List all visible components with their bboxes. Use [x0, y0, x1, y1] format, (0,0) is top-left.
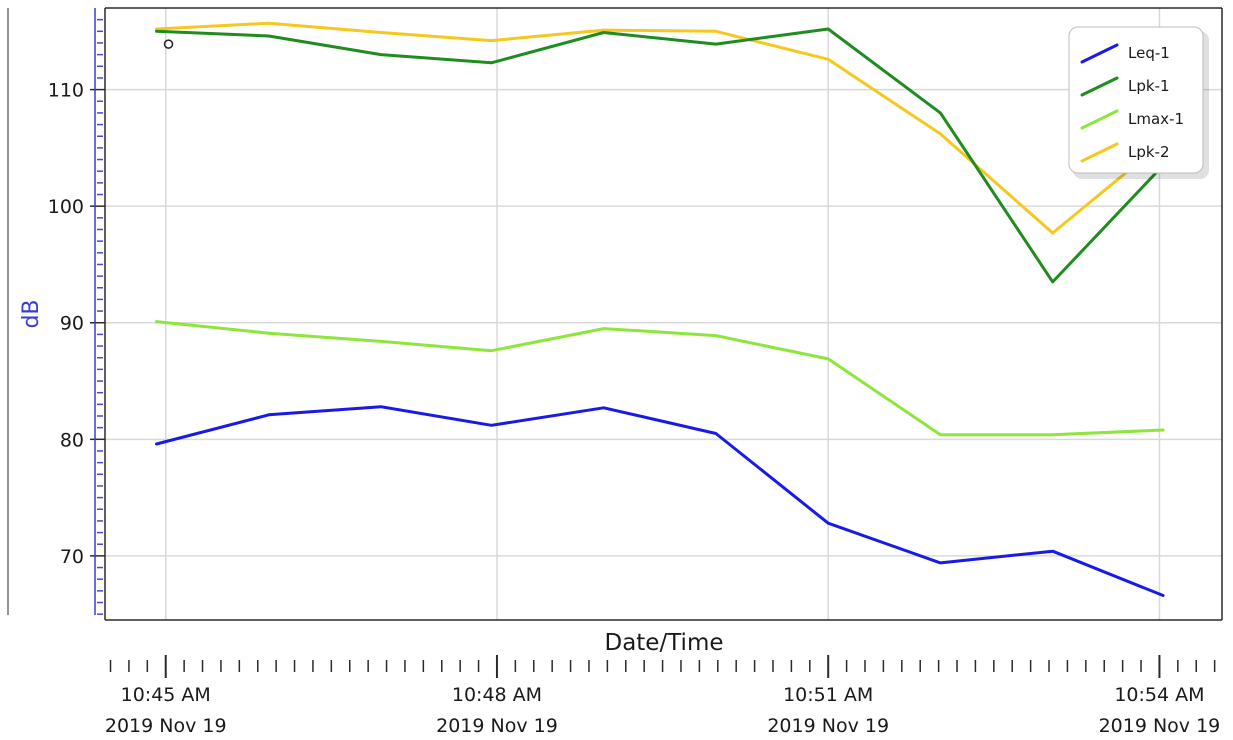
y-tick-label: 100: [48, 196, 84, 218]
legend-swatch-leq-1: [1080, 43, 1119, 64]
series-line-lpk-2: [155, 21, 1165, 235]
legend-label: Lpk-1: [1128, 77, 1170, 95]
x-tick-label-date: 2019 Nov 19: [767, 715, 889, 737]
legend-swatch-lpk-1: [1080, 76, 1119, 97]
x-axis-title: Date/Time: [604, 630, 723, 656]
y-tick-label: 70: [60, 546, 84, 568]
y-tick-label: 80: [60, 429, 84, 451]
legend-label: Lmax-1: [1128, 110, 1184, 128]
data-marker: [163, 39, 174, 49]
y-axis-title: dB: [19, 299, 44, 328]
series-lines: [155, 21, 1165, 597]
series-line-lmax-1: [155, 320, 1165, 437]
axes: 70 80 90 100 110 10:45 AM 2019 Nov 19 10:48 AM 2…: [7, 7, 1223, 737]
series-line-lpk-1: [155, 27, 1165, 284]
y-tick-label: 90: [60, 313, 84, 335]
x-tick-label-time: 10:48 AM: [452, 684, 542, 706]
legend-swatch-lpk-2: [1080, 142, 1119, 163]
legend-label: Leq-1: [1128, 44, 1170, 62]
legend-swatch-lmax-1: [1080, 109, 1119, 130]
y-tick-label: 110: [48, 80, 84, 102]
legend-box: [1068, 26, 1204, 174]
x-tick-label-time: 10:45 AM: [121, 684, 211, 706]
x-tick-label-date: 2019 Nov 19: [1099, 715, 1221, 737]
x-tick-label-time: 10:51 AM: [783, 684, 873, 706]
x-tick-label-date: 2019 Nov 19: [436, 715, 558, 737]
series-line-leq-1: [155, 405, 1165, 597]
x-tick-label-time: 10:54 AM: [1114, 684, 1204, 706]
legend[interactable]: Leq-1 Lpk-1 Lmax-1 Lpk-2: [1068, 26, 1209, 179]
legend-label: Lpk-2: [1128, 143, 1170, 161]
x-tick-label-date: 2019 Nov 19: [105, 715, 227, 737]
grid: [105, 8, 1222, 620]
